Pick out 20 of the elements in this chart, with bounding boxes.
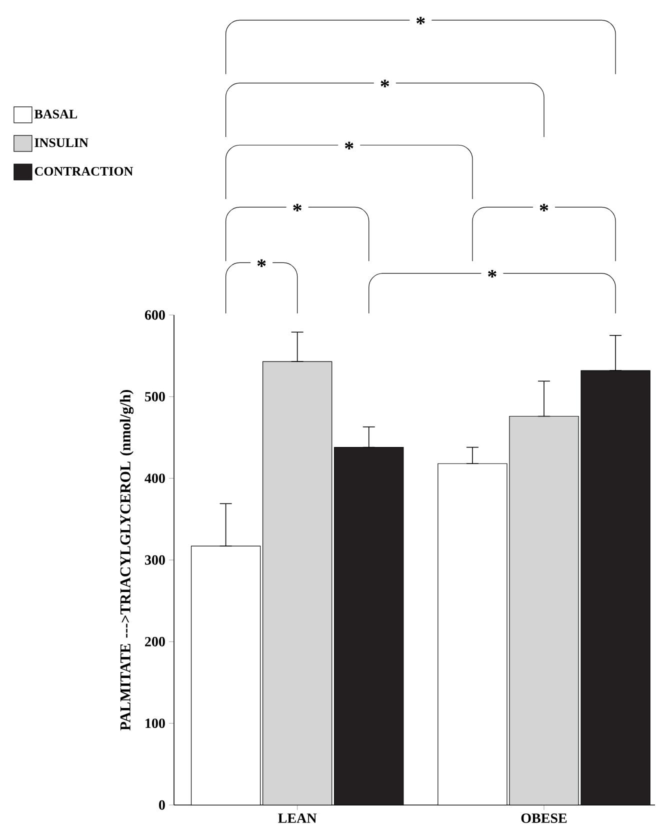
legend-label: CONTRACTION: [34, 166, 134, 176]
legend-label: INSULIN: [34, 138, 88, 148]
text: *: [293, 204, 302, 212]
text: *: [416, 16, 425, 24]
y-tick-label: 0: [159, 800, 165, 810]
x-tick-label: OBESE: [521, 814, 567, 823]
text: *: [380, 80, 390, 88]
text: *: [488, 270, 496, 278]
y-tick-label: 500: [145, 392, 165, 402]
legend-label: BASAL: [34, 110, 78, 118]
y-tick-label: 300: [145, 555, 165, 565]
y-axis-title: PALMITATE --->TRIACYLGLYCEROL (nmol/g/h): [120, 390, 134, 730]
y-tick-label: 100: [146, 718, 165, 728]
y-tick-label: 200: [145, 636, 165, 646]
text: *: [540, 204, 548, 212]
text: *: [257, 259, 266, 267]
y-tick-label: 400: [144, 474, 165, 484]
x-tick-label: LEAN: [278, 814, 317, 823]
text: *: [344, 142, 354, 150]
y-tick-label: 600: [144, 310, 165, 320]
